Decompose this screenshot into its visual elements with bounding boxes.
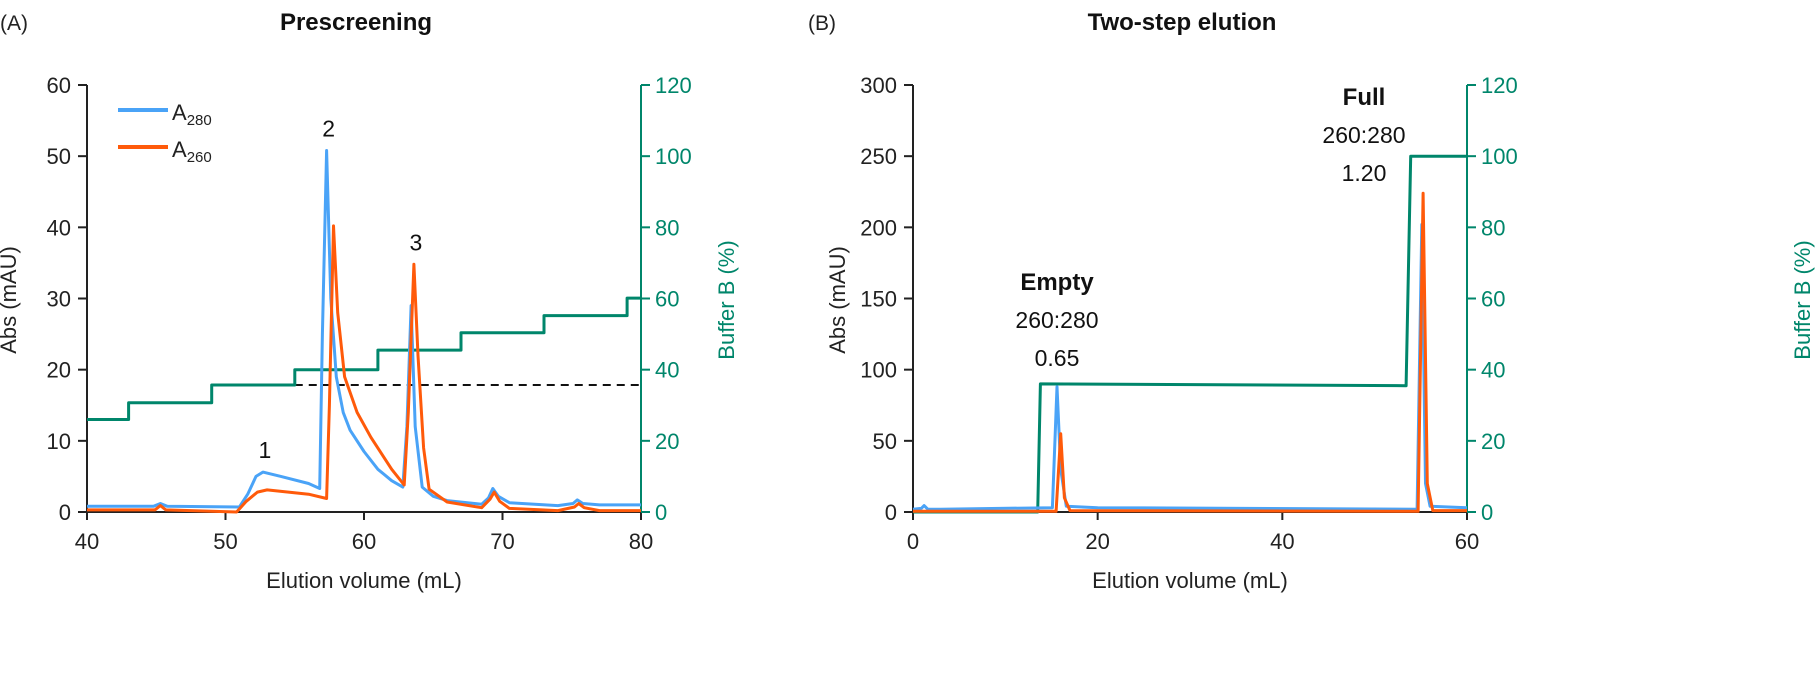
y2-tick-label: 80 <box>655 215 679 240</box>
x-axis-label: Elution volume (mL) <box>266 568 462 593</box>
peak-label: 2 <box>322 115 335 141</box>
y-tick-label: 100 <box>860 358 897 383</box>
y2-tick-label: 40 <box>1481 358 1505 383</box>
x-tick-label: 60 <box>1455 529 1479 554</box>
y-tick-label: 300 <box>860 73 897 98</box>
series-line-a260 <box>87 224 641 514</box>
y2-tick-label: 0 <box>1481 500 1493 525</box>
x-tick-label: 40 <box>1270 529 1294 554</box>
y2-tick-label: 100 <box>655 144 692 169</box>
annotation-text: 0.65 <box>1035 345 1080 371</box>
y-tick-label: 0 <box>59 500 71 525</box>
y-axis-label: Abs (mAU) <box>825 246 850 354</box>
annotation-text: 260:280 <box>1322 122 1405 148</box>
y-tick-label: 60 <box>47 73 71 98</box>
y2-tick-label: 20 <box>1481 429 1505 454</box>
series-line-a280 <box>87 149 641 509</box>
y2-tick-label: 100 <box>1481 144 1518 169</box>
annotation-text: 260:280 <box>1015 307 1098 333</box>
y-tick-label: 0 <box>885 500 897 525</box>
y2-tick-label: 120 <box>1481 73 1518 98</box>
peak-label: 3 <box>409 229 422 255</box>
y-axis-label: Abs (mAU) <box>0 246 21 354</box>
legend-label-a280: A280 <box>172 100 212 129</box>
panel-label: (B) <box>808 12 836 35</box>
y-tick-label: 40 <box>47 215 71 240</box>
x-tick-label: 50 <box>213 529 237 554</box>
chart-title: Prescreening <box>280 9 432 36</box>
y-tick-label: 250 <box>860 144 897 169</box>
x-tick-label: 20 <box>1085 529 1109 554</box>
y-tick-label: 30 <box>47 287 71 312</box>
y2-axis-label: Buffer B (%) <box>1790 240 1815 359</box>
y2-tick-label: 80 <box>1481 215 1505 240</box>
y-tick-label: 50 <box>47 144 71 169</box>
y2-tick-label: 60 <box>655 287 679 312</box>
series-line-a260 <box>913 191 1467 513</box>
chart-title: Two-step elution <box>1088 9 1277 36</box>
panel-label: (A) <box>0 12 28 35</box>
legend-subscript: 260 <box>187 149 212 166</box>
y2-tick-label: 0 <box>655 500 667 525</box>
x-tick-label: 40 <box>75 529 99 554</box>
legend-subscript: 280 <box>187 112 212 129</box>
y2-tick-label: 20 <box>655 429 679 454</box>
y-tick-label: 200 <box>860 215 897 240</box>
x-tick-label: 80 <box>629 529 653 554</box>
y2-tick-label: 120 <box>655 73 692 98</box>
annotation-title: Full <box>1343 84 1386 111</box>
peak-label: 1 <box>258 437 271 463</box>
y-tick-label: 150 <box>860 287 897 312</box>
x-tick-label: 70 <box>490 529 514 554</box>
x-tick-label: 0 <box>907 529 919 554</box>
legend-label-a260: A260 <box>172 137 212 166</box>
series-line-a280 <box>912 223 1468 511</box>
series-line-buffer <box>87 296 641 421</box>
y2-tick-label: 60 <box>1481 287 1505 312</box>
y2-axis-label: Buffer B (%) <box>714 240 739 359</box>
y-tick-label: 10 <box>47 429 71 454</box>
annotation-text: 1.20 <box>1342 160 1387 186</box>
y-tick-label: 20 <box>47 358 71 383</box>
y2-tick-label: 40 <box>655 358 679 383</box>
x-axis-label: Elution volume (mL) <box>1092 568 1288 593</box>
series-line-buffer <box>913 154 1467 514</box>
y-tick-label: 50 <box>873 429 897 454</box>
annotation-title: Empty <box>1020 269 1094 296</box>
x-tick-label: 60 <box>352 529 376 554</box>
